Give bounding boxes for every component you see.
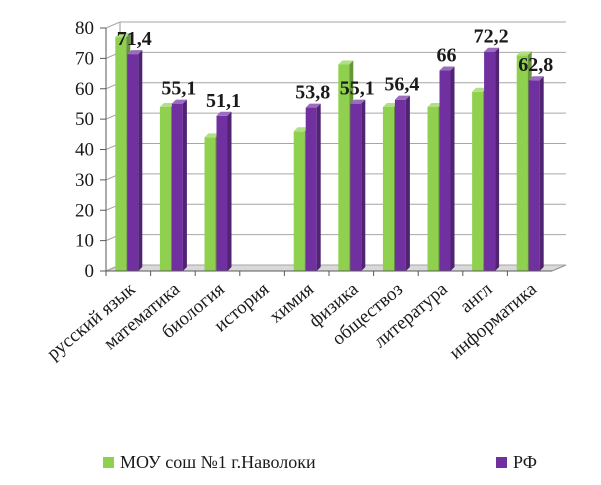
data-label: 62,8 — [518, 54, 553, 76]
legend-swatch-school — [103, 457, 114, 468]
bar-chart: 0 10 20 30 40 50 60 70 80 71,4 55,1 51,1 53,8 55,1 56… — [43, 18, 567, 364]
data-label: 55,1 — [161, 78, 196, 100]
bar-rf — [350, 99, 366, 271]
y-tick-label: 10 — [75, 231, 94, 252]
legend-item-school: МОУ сош №1 г.Наволоки — [103, 452, 316, 473]
data-label: 66 — [437, 45, 457, 67]
data-label: 71,4 — [117, 28, 152, 50]
legend: МОУ сош №1 г.Наволоки РФ — [0, 452, 601, 480]
x-tick-label: информатика — [445, 278, 541, 363]
y-tick-label: 30 — [75, 170, 94, 191]
legend-label-school: МОУ сош №1 г.Наволоки — [120, 452, 316, 472]
data-label: 56,4 — [384, 74, 419, 96]
y-tick-label: 0 — [85, 261, 95, 282]
legend-swatch-rf — [496, 457, 507, 468]
bar-rf — [394, 95, 410, 271]
data-label: 53,8 — [295, 82, 330, 104]
bar-rf — [305, 103, 321, 272]
x-axis: русский языкматематикабиологияисторияхим… — [43, 270, 552, 364]
y-tick-label: 60 — [75, 79, 94, 100]
data-labels: 71,4 55,1 51,1 53,8 55,1 56,4 66 72,2 62,8 — [117, 26, 553, 112]
bar-rf — [528, 76, 544, 272]
bar-rf — [439, 66, 455, 272]
data-label: 72,2 — [474, 26, 509, 48]
bar-rf — [216, 111, 232, 271]
bars — [115, 33, 544, 272]
y-tick-label: 40 — [75, 140, 94, 161]
y-tick-label: 70 — [75, 48, 94, 69]
data-label: 51,1 — [206, 90, 241, 112]
legend-item-rf: РФ — [496, 452, 537, 473]
y-axis: 0 10 20 30 40 50 60 70 80 — [75, 18, 107, 282]
bar-rf — [484, 47, 500, 271]
y-tick-label: 20 — [75, 200, 94, 221]
bar-rf — [171, 99, 187, 271]
bar-rf — [127, 50, 143, 272]
legend-label-rf: РФ — [513, 452, 537, 472]
y-tick-label: 50 — [75, 109, 94, 130]
data-label: 55,1 — [340, 78, 375, 100]
y-tick-label: 80 — [75, 18, 94, 39]
